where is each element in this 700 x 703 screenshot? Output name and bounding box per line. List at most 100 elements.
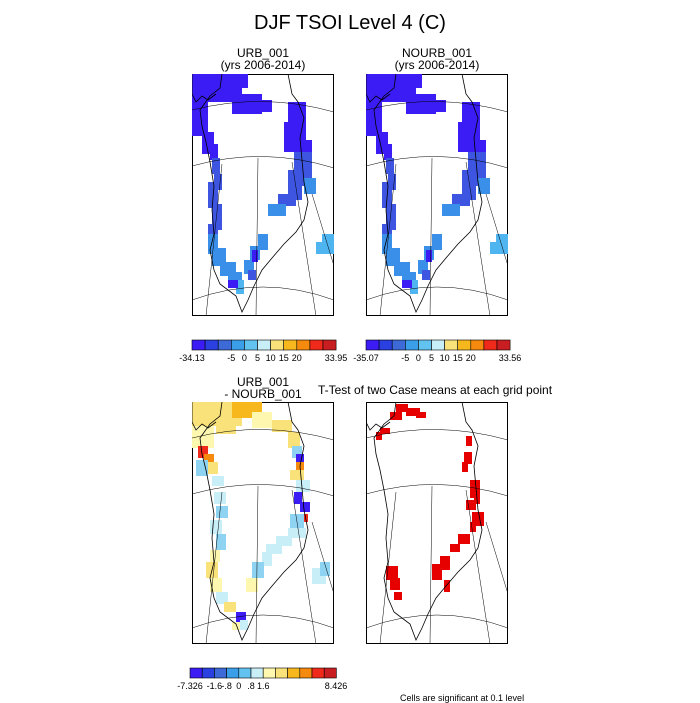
colorbar-box <box>275 667 288 679</box>
grid-cell <box>384 144 392 160</box>
grid-cell <box>432 564 442 580</box>
grid-cell <box>300 140 312 154</box>
grid-cell <box>262 100 272 112</box>
grid-cell <box>212 248 226 266</box>
latitude-line <box>192 429 334 441</box>
grid-cell <box>366 102 382 136</box>
grid-cell <box>390 578 400 590</box>
colorbar-box <box>257 339 271 351</box>
grid-cell <box>212 204 222 230</box>
grid-cell <box>216 506 228 518</box>
colorbar-tick-label: 0 <box>236 681 241 691</box>
colorbar-box <box>244 339 258 351</box>
colorbar-min-label: -35.07 <box>353 353 379 363</box>
latitude-line <box>366 101 508 113</box>
latitude-line <box>192 101 334 113</box>
grid-cell <box>262 552 272 566</box>
colorbar-box <box>444 339 458 351</box>
longitude-line <box>379 491 397 644</box>
grid-cell <box>252 250 258 262</box>
panel3-title: URB_001 - NOURB_001 <box>192 376 334 400</box>
grid-cell <box>386 204 396 230</box>
longitude-line <box>465 489 491 644</box>
colorbar-box <box>418 339 432 351</box>
grid-cell <box>246 578 258 592</box>
grid-cell <box>212 158 220 174</box>
map-panel-urb <box>192 74 334 316</box>
grid-cell <box>210 578 222 592</box>
grid-cell <box>208 234 218 254</box>
panel1-title-line2: (yrs 2006-2014) <box>220 58 306 72</box>
colorbar-box <box>250 667 264 679</box>
grid-cell <box>288 102 306 124</box>
grid-cell <box>296 480 310 492</box>
grid-cell <box>320 562 330 576</box>
grid-cell <box>468 152 486 172</box>
panel2-title-line1: NOURB_001 <box>401 46 473 60</box>
grid-cell <box>216 422 236 434</box>
grid-cell <box>440 556 450 570</box>
colorbar-urb: -34.13 33.95 -5 0 5 10 15 20 <box>179 339 348 363</box>
grid-cell <box>410 280 418 294</box>
map-panel-difference <box>192 402 334 644</box>
colorbar-box <box>470 339 485 351</box>
panel1-title: URB_001 (yrs 2006-2014) <box>192 47 334 71</box>
colorbar-box <box>214 667 227 679</box>
grid-cell <box>444 580 450 592</box>
panel3-title-line2: - NOURB_001 <box>224 387 302 401</box>
colorbar-box <box>311 667 325 679</box>
colorbar-tick-label: 10 <box>266 353 276 363</box>
grid-cell <box>414 74 422 88</box>
colorbar-max-label: 33.95 <box>325 353 348 363</box>
colorbar-min-label: -7.326 <box>177 681 203 691</box>
grid-cell <box>416 412 426 418</box>
grid-cell <box>470 522 476 532</box>
grid-cell <box>386 158 394 174</box>
colorbar-tick-label: -5 <box>227 353 235 363</box>
grid-cell <box>192 426 214 448</box>
colorbar-box <box>191 339 206 351</box>
colorbar-tick-label: 0 <box>416 353 421 363</box>
grid-cell <box>380 428 390 434</box>
colorbar-box <box>262 667 276 679</box>
colorbar-tick-label: 10 <box>440 353 450 363</box>
colorbar-tick-label: 5 <box>429 353 434 363</box>
panel2-title-line2: (yrs 2006-2014) <box>394 58 480 72</box>
colorbar-tick-label: 0 <box>242 353 247 363</box>
grid-cell <box>224 602 236 612</box>
grid-cell <box>406 408 420 416</box>
latitude-line <box>366 156 508 169</box>
grid-cell <box>450 544 460 552</box>
panel4-title: T-Test of two Case means at each grid po… <box>317 383 553 397</box>
colorbar-tick-label: 15 <box>279 353 289 363</box>
colorbar-box <box>204 339 219 351</box>
grid-cell <box>258 234 268 250</box>
coastline-canada <box>192 402 217 431</box>
grid-cell <box>426 250 432 262</box>
grid-cell <box>418 260 428 274</box>
grid-cell <box>474 140 486 154</box>
grid-cell <box>490 242 500 254</box>
grid-cell <box>406 94 436 114</box>
colorbar-box <box>287 667 301 679</box>
panel1-title-line1: URB_001 <box>236 46 290 60</box>
map-panel-nourb <box>366 74 508 316</box>
grid-cell <box>220 74 242 96</box>
longitude-line <box>255 485 259 644</box>
figure-title: DJF TSOI Level 4 (C) <box>254 12 446 34</box>
colorbar-box <box>201 667 215 679</box>
longitude-line <box>485 521 508 595</box>
colorbar-box <box>457 339 472 351</box>
colorbar-box <box>296 339 311 351</box>
colorbar-max-label: 8.426 <box>325 681 348 691</box>
grid-cell <box>192 102 208 136</box>
colorbar-box <box>431 339 445 351</box>
colorbar-tick-label: 15 <box>453 353 463 363</box>
grid-cell <box>252 412 272 428</box>
grid-cell <box>396 404 408 412</box>
latitude-line <box>192 484 334 497</box>
colorbar-max-label: 33.56 <box>499 353 522 363</box>
grid-cell <box>294 152 312 172</box>
significance-footnote: Cells are significant at 0.1 level <box>400 693 525 703</box>
colorbar-box <box>230 339 245 351</box>
